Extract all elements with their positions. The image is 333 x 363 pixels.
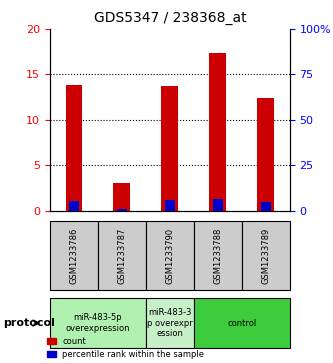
- Bar: [69, 200, 79, 211]
- Bar: [261, 201, 271, 211]
- Bar: [257, 98, 274, 211]
- Title: GDS5347 / 238368_at: GDS5347 / 238368_at: [94, 11, 246, 25]
- Bar: [209, 53, 226, 211]
- Bar: [165, 200, 175, 211]
- Bar: [117, 208, 127, 211]
- Text: control: control: [227, 319, 256, 327]
- Bar: [162, 86, 178, 211]
- Text: GSM1233788: GSM1233788: [213, 228, 222, 284]
- Text: protocol: protocol: [3, 318, 55, 328]
- Bar: [114, 183, 130, 211]
- Text: GSM1233786: GSM1233786: [69, 228, 79, 284]
- Text: GSM1233787: GSM1233787: [117, 228, 127, 284]
- Text: GSM1233790: GSM1233790: [165, 228, 174, 284]
- Bar: [66, 85, 82, 211]
- Text: GSM1233789: GSM1233789: [261, 228, 270, 284]
- Legend: count, percentile rank within the sample: count, percentile rank within the sample: [44, 334, 208, 363]
- Bar: [213, 200, 223, 211]
- Text: miR-483-5p
overexpression: miR-483-5p overexpression: [66, 313, 130, 333]
- Text: miR-483-3
p overexpr
ession: miR-483-3 p overexpr ession: [147, 308, 193, 338]
